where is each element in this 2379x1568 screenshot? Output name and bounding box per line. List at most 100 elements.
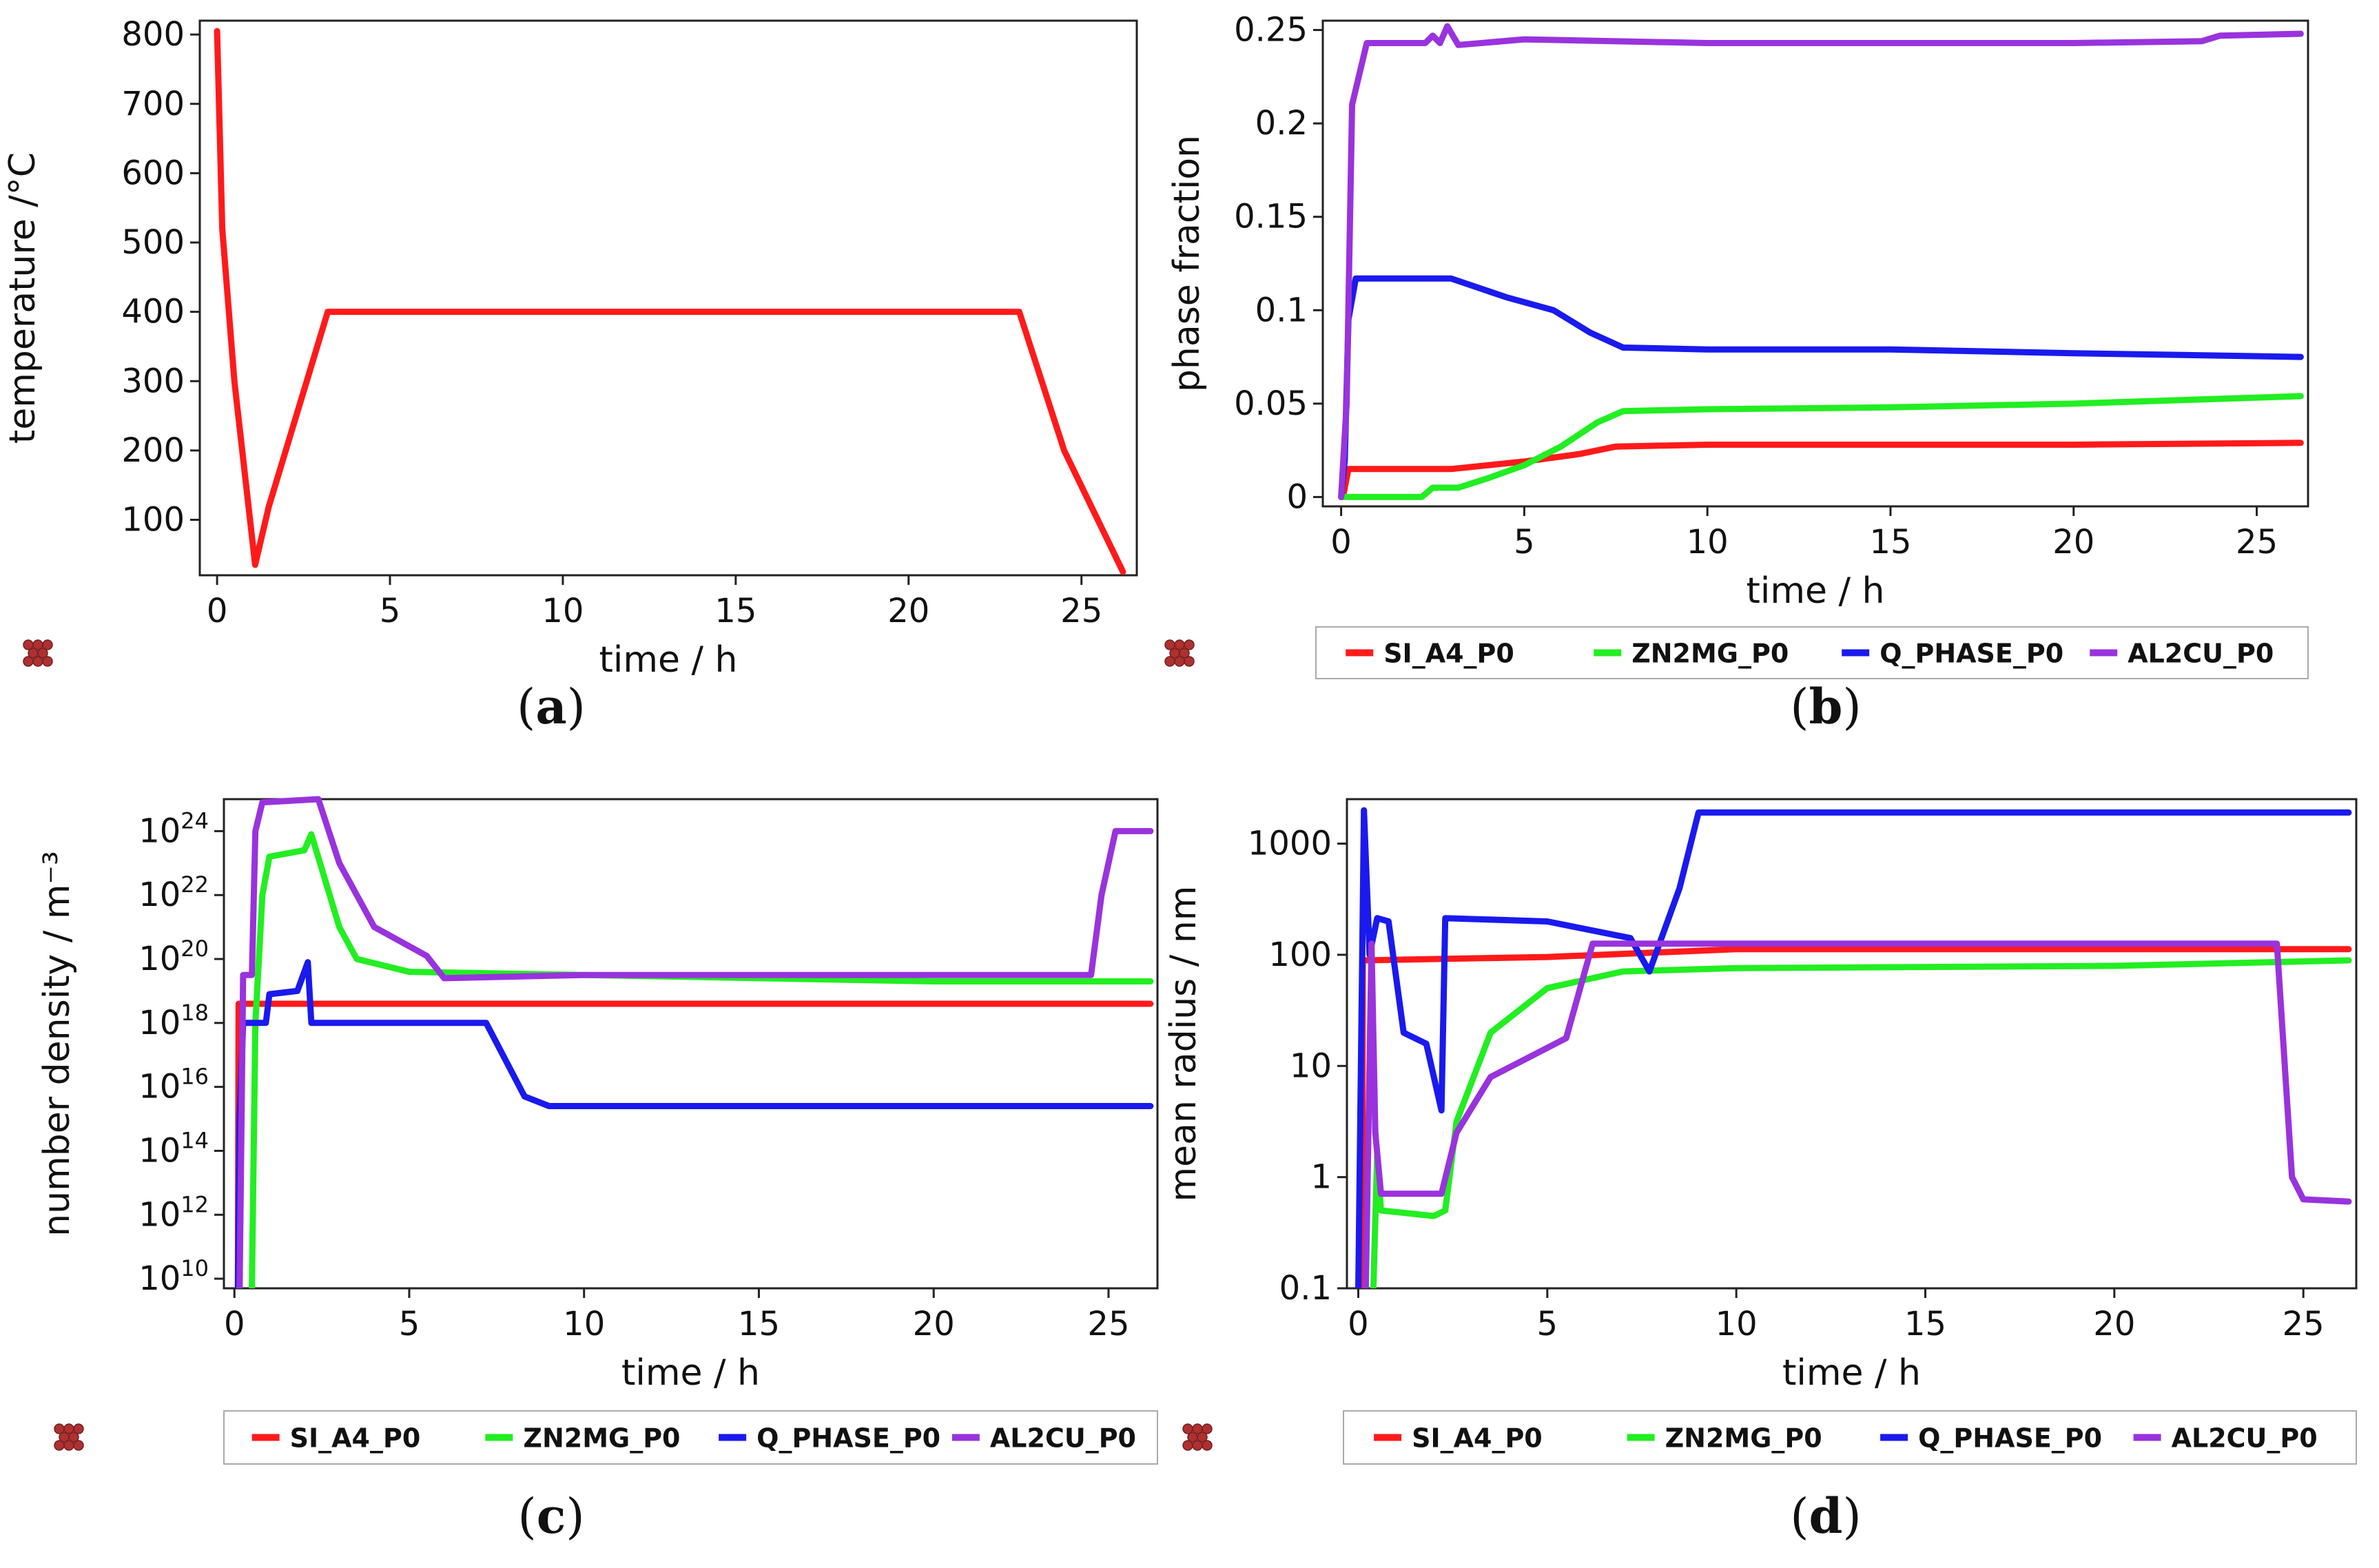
icon-sphere-6 (1182, 1423, 1193, 1434)
icon-sphere-2 (73, 1440, 84, 1451)
y-tick-label: 1000 (1248, 825, 1332, 863)
legend-label-ZN2MG_P0: ZN2MG_P0 (523, 1423, 680, 1454)
y-tick-label: 1012 (138, 1191, 209, 1234)
y-tick-label: 0.25 (1234, 11, 1308, 50)
x-tick-label: 5 (1537, 1305, 1558, 1343)
series-line-SI_A4_P0 (1339, 440, 2304, 500)
x-tick-label: 10 (1687, 523, 1729, 561)
x-tick-label: 25 (1060, 592, 1102, 630)
y-tick-label: 1014 (138, 1127, 209, 1170)
legend-label-SI_A4_P0: SI_A4_P0 (1412, 1423, 1543, 1454)
stacked-spheres-icon (23, 639, 53, 667)
legend-label-ZN2MG_P0: ZN2MG_P0 (1631, 639, 1789, 669)
y-tick-label: 500 (121, 223, 185, 262)
x-tick-label: 15 (1869, 523, 1911, 561)
plot-frame (223, 798, 1159, 1290)
legend-label-SI_A4_P0: SI_A4_P0 (290, 1423, 421, 1454)
series-line-temperature (214, 28, 1126, 575)
icon-sphere-6 (54, 1423, 65, 1434)
panel-d-mean-radius: 0 5 10 15 20 25 0.1 1 10 100 1000 time / h mean radi… (1163, 798, 2358, 1545)
icon-sphere-7 (73, 1423, 84, 1434)
x-tick-label: 10 (542, 592, 584, 630)
icon-sphere-7 (1184, 639, 1195, 650)
y-tick-label: 0 (1286, 477, 1308, 516)
legend-box (1315, 626, 2309, 679)
panel-a-temperature: 0 5 10 15 20 25 100 200 300 400 500 600 700 800 time /… (2, 15, 1138, 735)
stacked-spheres-icon (1182, 1423, 1213, 1451)
legend-label-Q_PHASE_P0: Q_PHASE_P0 (1879, 639, 2063, 669)
legend-label-ZN2MG_P0: ZN2MG_P0 (1665, 1423, 1822, 1454)
icon-sphere-5 (63, 1423, 74, 1434)
icon-sphere-4 (1179, 648, 1190, 659)
icon-sphere-7 (1202, 1423, 1213, 1434)
icon-sphere-4 (1197, 1432, 1208, 1443)
y-axis-label: temperature /°C (2, 152, 43, 444)
series-line-AL2CU_P0 (236, 796, 1154, 1288)
series-line-AL2CU_P0 (1338, 23, 2304, 500)
panel-label: (c) (517, 1487, 584, 1545)
legend-label-Q_PHASE_P0: Q_PHASE_P0 (1918, 1423, 2102, 1454)
x-tick-label: 0 (207, 592, 228, 630)
y-tick-label: 0.15 (1234, 198, 1308, 236)
x-tick-label: 15 (1904, 1305, 1946, 1343)
y-tick-label: 0.1 (1279, 1269, 1332, 1308)
panel-label: (a) (517, 678, 586, 735)
legend-label-AL2CU_P0: AL2CU_P0 (990, 1423, 1136, 1454)
series-line-AL2CU_P0 (1362, 940, 2352, 1288)
y-tick-label: 0.2 (1255, 104, 1308, 143)
legend-box (1343, 1410, 2357, 1465)
y-axis-label: number density / m⁻³ (37, 851, 78, 1237)
x-axis-label: time / h (599, 639, 737, 681)
y-tick-label: 300 (121, 362, 185, 400)
y-tick-label: 1024 (138, 807, 209, 850)
y-tick-label: 700 (121, 85, 185, 123)
series-line-ZN2MG_P0 (249, 831, 1154, 1288)
icon-sphere-5 (1192, 1423, 1203, 1434)
x-tick-label: 0 (1348, 1305, 1369, 1343)
x-axis-label: time / h (621, 1352, 760, 1394)
series-line-SI_A4_P0 (1359, 946, 2352, 1288)
legend-label-AL2CU_P0: AL2CU_P0 (2128, 639, 2274, 669)
y-tick-label: 1010 (138, 1255, 209, 1298)
y-axis-label: phase fraction (1166, 135, 1208, 392)
x-tick-label: 20 (2093, 1305, 2135, 1343)
x-tick-label: 5 (380, 592, 401, 630)
icon-sphere-7 (42, 639, 53, 650)
panel-c-number-density: 0 5 10 15 20 25 1010 1012 1014 1016 1018 1020 1022 10… (37, 796, 1159, 1545)
x-tick-label: 20 (2052, 523, 2094, 561)
x-tick-label: 20 (887, 592, 929, 630)
panel-b-phase-fraction: 0 5 10 15 20 25 0 0.05 0.1 0.15 0.2 0.25 time / h pha… (1164, 11, 2309, 735)
series-line-SI_A4_P0 (234, 1000, 1154, 1288)
y-tick-label: 200 (121, 431, 185, 470)
icon-sphere-2 (42, 656, 53, 667)
y-tick-label: 10 (1290, 1046, 1332, 1085)
x-axis-label: time / h (1746, 570, 1884, 612)
stacked-spheres-icon (1164, 639, 1195, 667)
icon-sphere-6 (23, 639, 34, 650)
y-tick-label: 100 (1268, 936, 1332, 974)
series-line-ZN2MG_P0 (1370, 957, 2352, 1288)
stacked-spheres-icon (54, 1423, 84, 1451)
x-tick-label: 25 (2236, 523, 2278, 561)
x-tick-label: 15 (714, 592, 756, 630)
y-axis-label: mean radius / nm (1163, 886, 1204, 1202)
legend-label-Q_PHASE_P0: Q_PHASE_P0 (756, 1423, 940, 1454)
panel-label: (d) (1790, 1487, 1862, 1545)
y-tick-label: 1016 (138, 1064, 209, 1106)
y-tick-label: 1022 (138, 871, 209, 914)
icon-sphere-4 (68, 1432, 79, 1443)
y-tick-label: 0.1 (1255, 291, 1308, 329)
y-tick-label: 1 (1310, 1158, 1332, 1197)
y-tick-label: 1018 (138, 1000, 209, 1042)
x-tick-label: 25 (2283, 1305, 2325, 1343)
x-axis-label: time / h (1782, 1352, 1921, 1394)
series-line-Q_PHASE_P0 (234, 959, 1154, 1288)
icon-sphere-5 (1174, 639, 1185, 650)
y-tick-label: 1020 (138, 936, 209, 978)
plot-frame (1346, 798, 2358, 1290)
icon-sphere-4 (37, 648, 48, 659)
legend-label-AL2CU_P0: AL2CU_P0 (2172, 1423, 2318, 1454)
x-tick-label: 0 (1330, 523, 1352, 561)
x-tick-label: 0 (224, 1305, 245, 1343)
